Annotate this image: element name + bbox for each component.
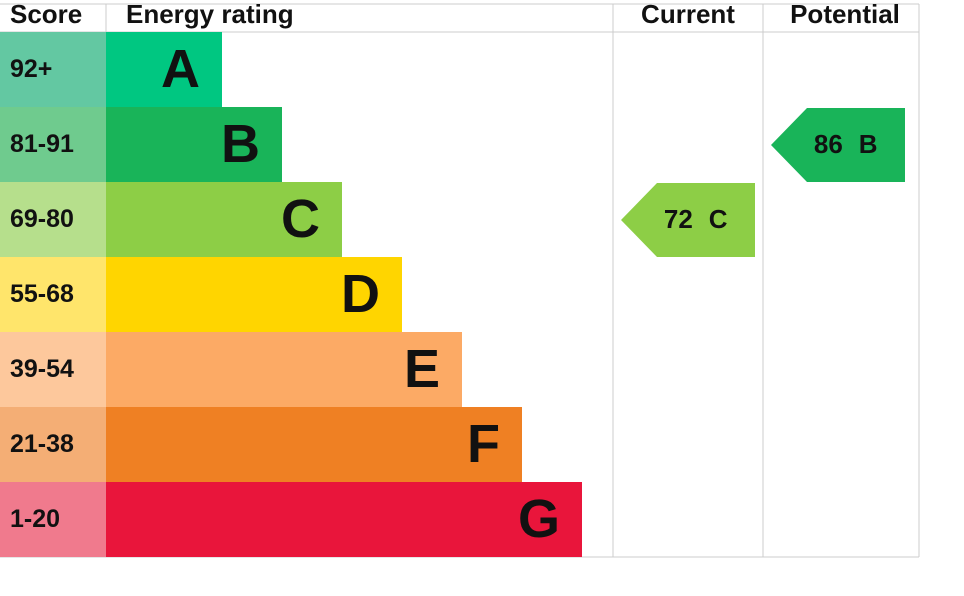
rating-bar — [106, 107, 282, 182]
rating-letter: F — [467, 414, 500, 474]
current-arrow — [621, 183, 755, 257]
rating-bar — [106, 332, 462, 407]
potential-value: 86 — [814, 129, 843, 159]
header-rating: Energy rating — [126, 0, 294, 29]
rating-letter: C — [281, 189, 320, 249]
score-label: 21-38 — [10, 430, 74, 458]
header-potential: Potential — [790, 0, 900, 29]
score-label: 55-68 — [10, 280, 74, 308]
potential-arrow — [771, 108, 905, 182]
score-label: 39-54 — [10, 355, 74, 383]
score-label: 92+ — [10, 55, 52, 83]
header-score: Score — [10, 0, 82, 29]
rating-bar — [106, 407, 522, 482]
rating-letter: A — [161, 39, 200, 99]
score-label: 81-91 — [10, 130, 74, 158]
score-label: 69-80 — [10, 205, 74, 233]
rating-bar — [106, 32, 222, 107]
rating-letter: E — [404, 339, 440, 399]
score-cell — [0, 107, 106, 182]
score-cell — [0, 32, 106, 107]
score-cell — [0, 257, 106, 332]
score-label: 1-20 — [10, 505, 60, 533]
potential-letter: B — [859, 129, 878, 159]
score-cell — [0, 482, 106, 557]
rating-bar — [106, 257, 402, 332]
rating-letter: D — [341, 264, 380, 324]
rating-letter: B — [221, 114, 260, 174]
score-cell — [0, 332, 106, 407]
rating-bar — [106, 482, 582, 557]
rating-letter: G — [518, 489, 560, 549]
header-current: Current — [641, 0, 735, 29]
score-cell — [0, 407, 106, 482]
current-value: 72 — [664, 204, 693, 234]
score-cell — [0, 182, 106, 257]
rating-bar — [106, 182, 342, 257]
current-letter: C — [709, 204, 728, 234]
